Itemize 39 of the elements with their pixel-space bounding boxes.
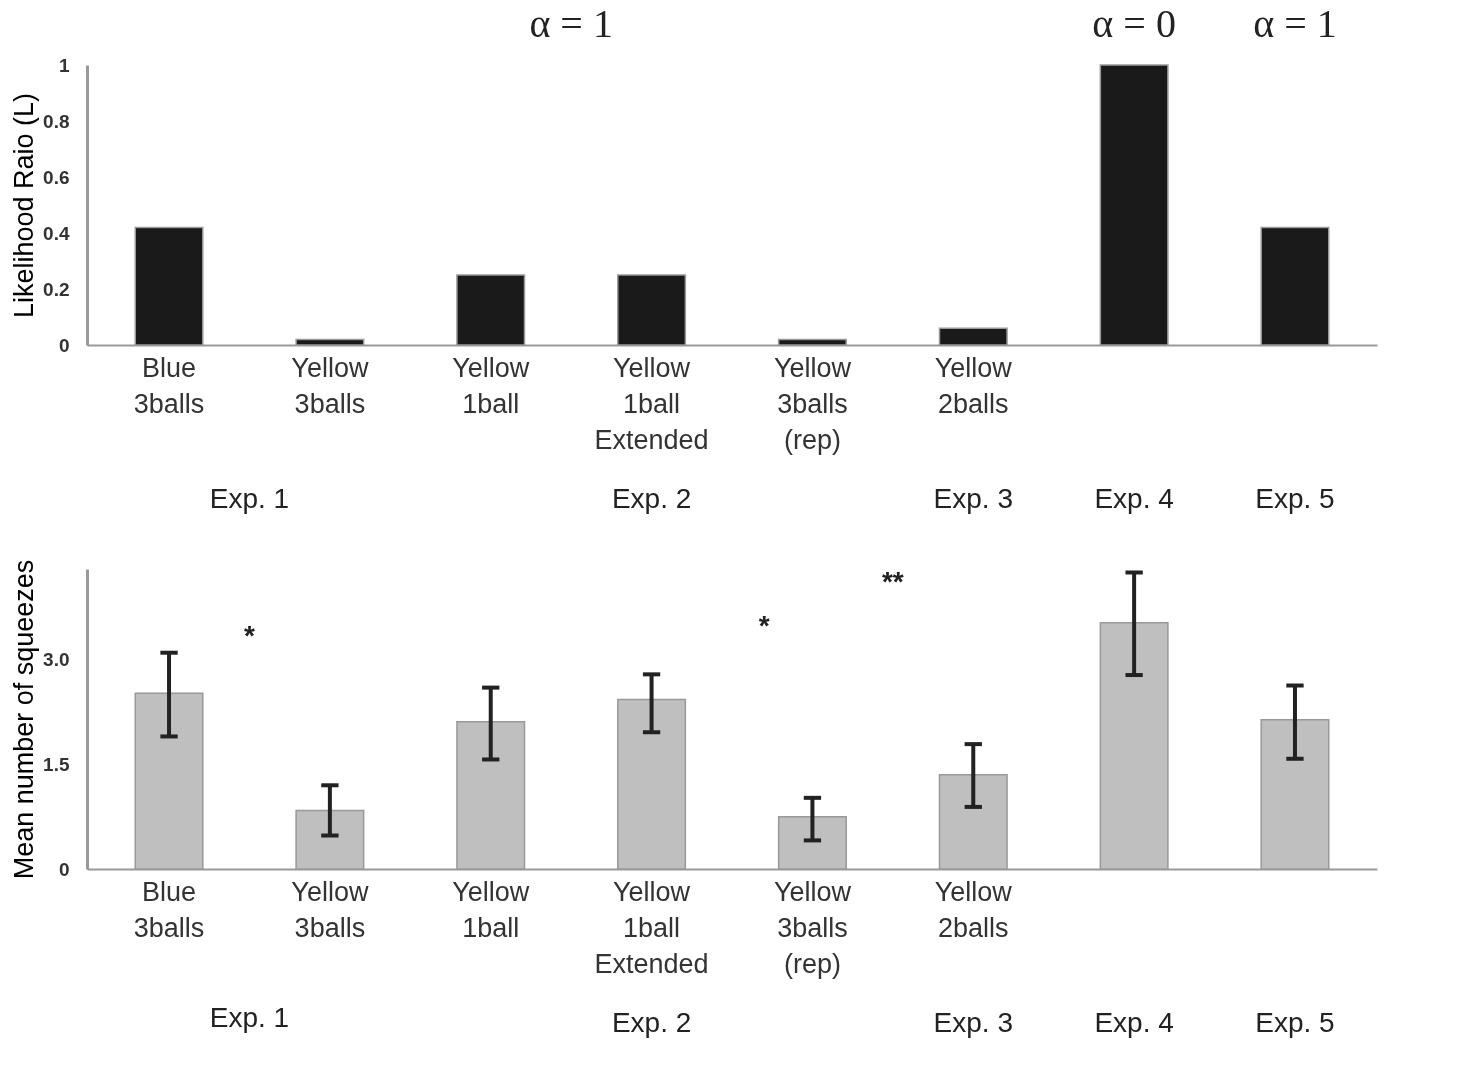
- text: Exp. 1: [209, 483, 290, 514]
- text: Exp. 3: [933, 1007, 1013, 1038]
- text: α = 1: [529, 1, 613, 46]
- text: Exp. 4: [1094, 483, 1174, 514]
- x-tick-label: Yellow 3balls: [291, 876, 369, 943]
- y-tick-label: 0: [58, 334, 70, 356]
- x-tick-label: Yellow 1ball: [452, 352, 530, 419]
- y-tick-label: 1.5: [43, 753, 70, 775]
- y-tick-label: 1: [58, 54, 70, 76]
- text: Exp. 4: [1094, 1007, 1174, 1038]
- x-tick-label: Yellow 2balls: [934, 876, 1013, 943]
- x-tick-label: Yellow 1ball: [452, 876, 530, 943]
- y-tick-label: 0.8: [43, 110, 70, 132]
- text: Exp. 5: [1255, 483, 1335, 514]
- x-tick-label: Yellow 3balls: [291, 352, 369, 419]
- y-axis-title: Likelihood Raio (L): [9, 92, 40, 319]
- y-tick-label: 0.6: [43, 166, 70, 188]
- text: Exp. 2: [611, 483, 692, 514]
- text: Exp. 2: [611, 1007, 692, 1038]
- annotation: *: [244, 620, 255, 651]
- text: Exp. 5: [1255, 1007, 1335, 1038]
- x-tick-label: Blue 3balls: [133, 876, 205, 943]
- annotation: **: [881, 566, 904, 597]
- text: α = 1: [1253, 1, 1337, 46]
- x-tick-label: Blue 3balls: [133, 352, 205, 419]
- y-tick-label: 0.4: [43, 222, 70, 244]
- annotation: *: [758, 610, 770, 641]
- x-tick-label: Yellow 1ball Extended: [594, 352, 709, 455]
- text: Exp. 3: [933, 483, 1013, 514]
- y-tick-label: 0.2: [43, 278, 70, 300]
- x-tick-label: Yellow 2balls: [934, 352, 1013, 419]
- x-tick-label: Yellow 3balls (rep): [773, 876, 852, 979]
- y-tick-label: 0: [58, 858, 70, 880]
- x-tick-label: Yellow 1ball Extended: [594, 876, 709, 979]
- x-tick-label: Yellow 3balls (rep): [773, 352, 852, 455]
- y-axis-title: Mean number of squeezes: [9, 559, 40, 880]
- y-tick-label: 3.0: [43, 649, 70, 671]
- text: Exp. 1: [209, 1002, 290, 1033]
- text: α = 0: [1092, 1, 1176, 46]
